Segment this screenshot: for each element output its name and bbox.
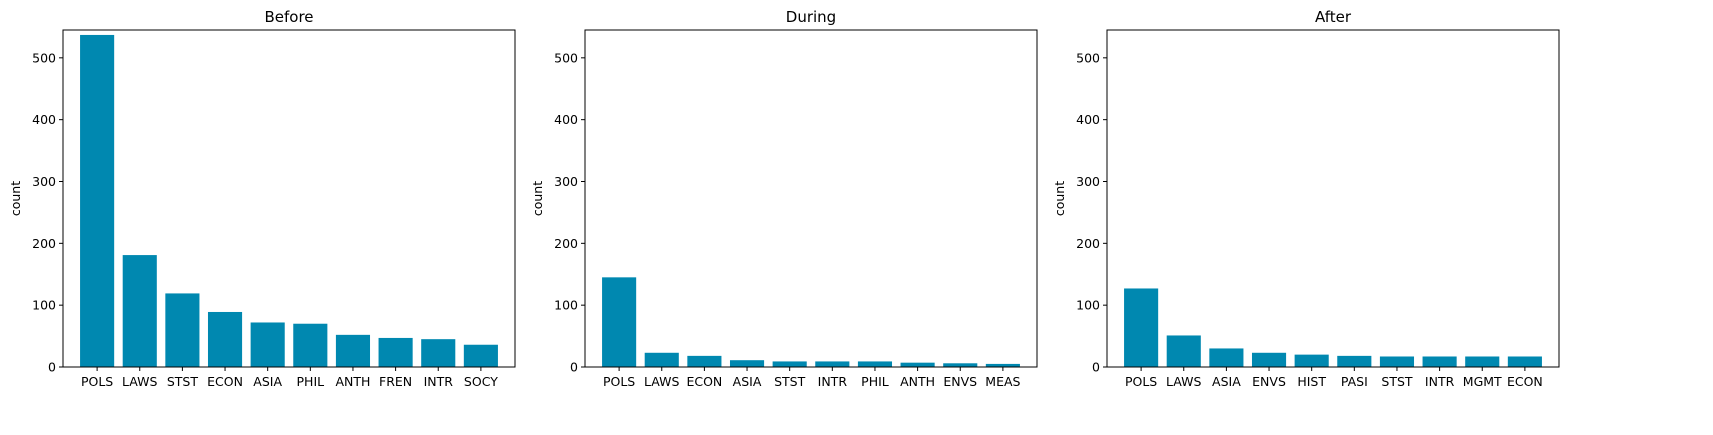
bar-intr: [815, 361, 850, 367]
x-tick-label: POLS: [603, 374, 635, 389]
bar-intr: [1422, 356, 1457, 367]
x-tick-label: MGMT: [1463, 374, 1502, 389]
x-tick-label: HIST: [1297, 374, 1326, 389]
chart-panel-during: POLS LAWS ECON ASIA STST INTR PHIL ANTH ENVS MEAS…: [530, 8, 1038, 389]
x-tick-label: ECON: [1507, 374, 1543, 389]
y-tick-label: 0: [1092, 360, 1100, 375]
y-tick-label: 400: [1076, 112, 1100, 127]
x-tick-label: LAWS: [122, 374, 157, 389]
bar-stst: [1379, 356, 1415, 367]
bar-pols: [1124, 288, 1159, 367]
bar-fren: [378, 337, 413, 367]
x-tick-label: LAWS: [644, 374, 679, 389]
bar-pols: [80, 34, 115, 367]
x-tick-label: ECON: [686, 374, 722, 389]
y-tick-label: 200: [554, 236, 578, 251]
bar-intr: [421, 339, 456, 367]
bar-stst: [772, 361, 807, 367]
y-tick-label: 200: [32, 236, 56, 251]
bar-phil: [293, 323, 328, 367]
bar-mgmt: [1465, 356, 1500, 367]
x-tick-label: ASIA: [1212, 374, 1241, 389]
x-tick-label: ENVS: [1252, 374, 1286, 389]
bar-laws: [122, 255, 157, 367]
plot-frame: [584, 29, 1038, 368]
chart-title: During: [786, 8, 836, 26]
bar-laws: [644, 352, 679, 367]
y-tick-label: 0: [48, 360, 56, 375]
chart-title: Before: [264, 8, 313, 26]
bar-stst: [165, 293, 200, 367]
y-tick-label: 500: [32, 50, 56, 65]
y-tick-label: 0: [570, 360, 578, 375]
bar-anth: [335, 334, 371, 367]
bar-meas: [985, 363, 1020, 367]
plot-frame: [62, 29, 516, 368]
x-tick-label: ENVS: [943, 374, 977, 389]
bar-econ: [687, 355, 722, 367]
chart-panel-after: POLS LAWS ASIA ENVS HIST PASI STST INTR MGMT ECON…: [1052, 8, 1560, 389]
x-tick-label: STST: [1381, 374, 1413, 389]
x-tick-label: MEAS: [985, 374, 1020, 389]
bar-asia: [1209, 348, 1244, 367]
y-tick-label: 300: [1076, 174, 1100, 189]
x-tick-label: LAWS: [1166, 374, 1201, 389]
x-tick-label: POLS: [1125, 374, 1157, 389]
x-tick-label: SOCY: [464, 374, 498, 389]
y-tick-label: 100: [1076, 298, 1100, 313]
x-tick-label: PASI: [1341, 374, 1368, 389]
chart-title: After: [1315, 8, 1352, 26]
bar-econ: [1507, 356, 1542, 367]
y-tick-label: 200: [1076, 236, 1100, 251]
x-tick-label: ASIA: [733, 374, 762, 389]
bar-asia: [250, 322, 285, 367]
y-axis-label: count: [530, 181, 545, 216]
bar-hist: [1294, 354, 1329, 367]
y-tick-label: 300: [32, 174, 56, 189]
bar-laws: [1166, 335, 1201, 367]
y-tick-label: 400: [32, 112, 56, 127]
x-tick-label: PHIL: [297, 374, 325, 389]
x-tick-label: INTR: [818, 374, 848, 389]
y-axis-label: count: [1052, 181, 1067, 216]
bar-asia: [729, 360, 765, 367]
y-tick-label: 400: [554, 112, 578, 127]
x-tick-label: STST: [167, 374, 199, 389]
x-tick-label: ASIA: [253, 374, 282, 389]
x-tick-label: PHIL: [861, 374, 889, 389]
bar-phil: [857, 361, 893, 367]
bar-econ: [207, 311, 243, 367]
x-tick-label: FREN: [379, 374, 412, 389]
x-tick-label: INTR: [1425, 374, 1455, 389]
bar-anth: [900, 362, 935, 367]
bar-envs: [943, 363, 978, 367]
bar-pasi: [1337, 355, 1372, 367]
y-tick-label: 500: [1076, 50, 1100, 65]
bar-pols: [602, 277, 637, 367]
chart-panel-before: POLS LAWS STST ECON ASIA PHIL ANTH FREN INTR SOCY…: [8, 8, 516, 389]
x-tick-label: POLS: [81, 374, 113, 389]
bar-envs: [1251, 352, 1287, 367]
y-tick-label: 300: [554, 174, 578, 189]
x-tick-label: INTR: [424, 374, 454, 389]
x-tick-label: STST: [774, 374, 806, 389]
y-axis-label: count: [8, 181, 23, 216]
y-tick-label: 500: [554, 50, 578, 65]
x-tick-label: ECON: [207, 374, 243, 389]
x-tick-label: ANTH: [900, 374, 935, 389]
plot-frame: [1106, 29, 1560, 368]
bar-socy: [463, 344, 498, 367]
y-tick-label: 100: [32, 298, 56, 313]
x-tick-label: ANTH: [335, 374, 370, 389]
y-tick-label: 100: [554, 298, 578, 313]
